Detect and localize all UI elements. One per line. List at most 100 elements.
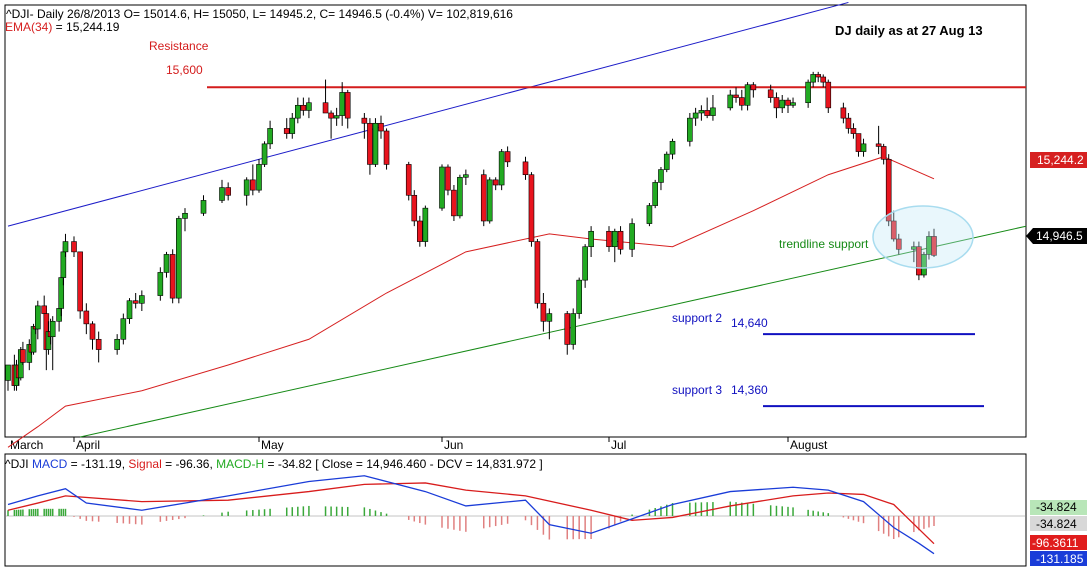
candle	[383, 128, 390, 170]
signal-value: -96.36	[175, 457, 209, 471]
candle	[306, 97, 312, 119]
candle	[417, 215, 423, 247]
month-label: Jul	[611, 438, 626, 452]
candle-body	[646, 205, 653, 224]
candle-body	[328, 112, 334, 119]
month-label: Jun	[444, 438, 463, 452]
candle	[739, 89, 745, 111]
candle	[850, 123, 857, 139]
macd-path	[7, 475, 935, 555]
support2-value: 14,640	[731, 316, 768, 330]
macd-histogram	[5, 501, 1026, 540]
candle-body	[120, 318, 127, 340]
candle-body	[139, 295, 145, 304]
candle	[344, 89, 351, 129]
candle	[20, 341, 26, 365]
candle-body	[295, 104, 301, 119]
support-highlight-ellipse	[872, 205, 974, 269]
macd-value: -131.19	[81, 457, 122, 471]
candle	[157, 267, 164, 301]
trendline-segment	[80, 246, 935, 438]
month-label: August	[790, 438, 828, 452]
candle	[463, 169, 469, 185]
candle	[77, 251, 83, 319]
candle	[295, 97, 301, 124]
candle-body	[733, 94, 739, 98]
candle-body	[41, 305, 47, 314]
candle-body	[785, 99, 791, 106]
candle	[182, 208, 188, 232]
candle	[89, 321, 96, 350]
month-axis: March April May Jun Jul August	[10, 437, 828, 452]
candle-body	[582, 246, 588, 281]
candle	[825, 79, 832, 113]
candle	[451, 185, 457, 221]
candle-body	[658, 169, 664, 183]
candle	[71, 236, 77, 257]
candle	[750, 82, 757, 98]
candle-body	[339, 92, 345, 116]
trendline-support-label: trendline support	[779, 237, 869, 251]
candle	[611, 228, 618, 263]
candle-body	[652, 182, 658, 206]
candle-body	[95, 338, 102, 350]
candle-body	[534, 241, 541, 304]
candle-body	[767, 89, 774, 98]
candle	[261, 141, 268, 167]
candle-body	[890, 220, 897, 240]
candle-body	[5, 364, 11, 381]
candle	[498, 149, 505, 191]
candle-body	[727, 94, 734, 109]
price-panel-frame	[4, 4, 1027, 438]
candle-body	[49, 320, 56, 338]
candle-body	[564, 313, 571, 345]
candle	[805, 79, 811, 108]
trendline-extension	[933, 225, 1027, 248]
candle	[744, 82, 751, 111]
signal-path	[7, 482, 935, 545]
candle	[62, 233, 69, 257]
candle-body	[176, 218, 182, 299]
candle-body	[588, 230, 594, 248]
candle-body	[169, 254, 176, 299]
close-price-tag: 14,946.5	[1036, 229, 1083, 243]
candle	[504, 146, 511, 167]
candle	[522, 156, 529, 180]
candle-body	[498, 151, 505, 186]
candle-body	[243, 179, 250, 196]
candle	[629, 218, 635, 257]
candle-body	[20, 349, 26, 363]
candle-body	[546, 313, 553, 322]
candle-body	[225, 187, 231, 196]
candle-body	[89, 323, 96, 340]
candle	[480, 169, 487, 227]
candle	[727, 89, 734, 111]
macd-panel-frame	[4, 453, 1027, 567]
month-label: May	[261, 438, 284, 452]
candle-body	[576, 279, 582, 314]
candle-body	[617, 230, 624, 250]
candle	[646, 203, 653, 227]
candle-body	[779, 99, 786, 109]
candle-body	[289, 117, 296, 134]
candle	[790, 97, 796, 108]
candle	[534, 239, 541, 309]
macd-lines	[7, 475, 935, 555]
candle-body	[200, 200, 207, 214]
support3-value: 14,360	[731, 383, 768, 397]
candle-body	[692, 112, 699, 119]
macd-tag-1-bg	[1030, 500, 1087, 515]
trendline-support-line	[80, 225, 1027, 438]
candle-body	[845, 117, 852, 129]
chart-title: DJ daily as at 27 Aug 13	[835, 23, 983, 38]
candle	[328, 110, 334, 139]
candle	[687, 113, 693, 147]
macd-sep2: ,	[209, 457, 216, 471]
candle	[588, 226, 594, 257]
support2-label: support 2	[672, 311, 722, 325]
candle	[733, 87, 739, 103]
candle	[779, 95, 786, 113]
upper-channel-segment	[7, 1, 849, 227]
candle-body	[333, 115, 340, 119]
